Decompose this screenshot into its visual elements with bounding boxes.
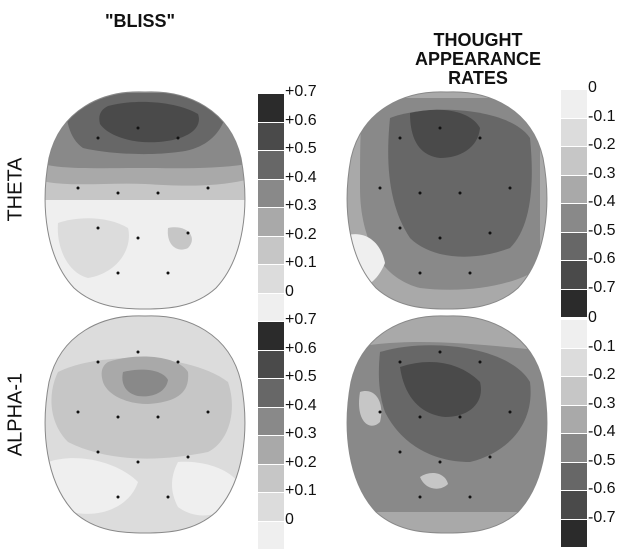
- scale-swatch: [561, 463, 587, 491]
- scale-swatch: [561, 434, 587, 462]
- scale-tick-label: -0.6: [588, 251, 616, 267]
- scale-tick-label: 0: [588, 80, 597, 96]
- header-thought-text: THOUGHT APPEARANCE RATES: [415, 30, 541, 88]
- scale-tick-label: +0.6: [285, 113, 317, 129]
- scale-tick-label: -0.2: [588, 367, 616, 383]
- scale-swatch: [561, 320, 587, 348]
- scale-tick-label: +0.1: [285, 255, 317, 271]
- scale-tick-label: -0.6: [588, 481, 616, 497]
- color-scale-bliss-alpha-1: +0.7 +0.6 +0.5 +0.4 +0.3 +0.2 +0.1 0: [258, 312, 348, 537]
- scale-swatch: [258, 522, 284, 549]
- brain-map-thought-alpha-1: [340, 312, 555, 534]
- scale-tick-label: +0.2: [285, 455, 317, 471]
- scale-swatch: [258, 237, 284, 265]
- header-bliss: "BLISS": [60, 12, 220, 31]
- scale-tick-label: 0: [285, 284, 294, 300]
- scale-swatch: [561, 204, 587, 232]
- scale-tick-label: -0.5: [588, 223, 616, 239]
- scale-tick-label: -0.5: [588, 453, 616, 469]
- scale-swatch: [561, 119, 587, 147]
- scale-swatch: [258, 94, 284, 122]
- brain-map-bliss-theta: [38, 88, 253, 310]
- row-label-theta: THETA: [5, 130, 28, 250]
- scale-swatch: [561, 147, 587, 175]
- scale-swatch: [258, 436, 284, 464]
- scale-swatch: [561, 233, 587, 261]
- scale-swatch: [258, 151, 284, 179]
- scale-tick-label: -0.3: [588, 166, 616, 182]
- color-scale-thought-alpha-1: 0 -0.1 -0.2 -0.3 -0.4 -0.5 -0.6 -0.7: [561, 310, 631, 538]
- scale-swatch: [561, 520, 587, 548]
- scale-swatch: [258, 123, 284, 151]
- scale-swatch: [258, 493, 284, 521]
- scale-tick-label: +0.3: [285, 426, 317, 442]
- scale-tick-label: 0: [588, 310, 597, 326]
- row-label-alpha-1-text: ALPHA-1: [5, 373, 27, 456]
- header-thought-appearance-rates: THOUGHT APPEARANCE RATES: [388, 12, 568, 88]
- scale-tick-label: +0.7: [285, 84, 317, 100]
- scale-swatch: [258, 322, 284, 350]
- scale-tick-label: +0.7: [285, 312, 317, 328]
- scale-swatch: [561, 349, 587, 377]
- color-scale-thought-theta: 0 -0.1 -0.2 -0.3 -0.4 -0.5 -0.6 -0.7: [561, 80, 631, 305]
- scale-swatch: [258, 408, 284, 436]
- scale-tick-label: -0.1: [588, 109, 616, 125]
- scale-swatch: [258, 465, 284, 493]
- scale-tick-label: +0.3: [285, 198, 317, 214]
- scale-tick-label: +0.5: [285, 369, 317, 385]
- scale-swatch: [258, 379, 284, 407]
- scale-tick-label: 0: [285, 512, 294, 528]
- scale-tick-label: -0.1: [588, 339, 616, 355]
- brain-map-bliss-alpha-1: [38, 312, 253, 534]
- scale-swatch: [258, 351, 284, 379]
- scale-tick-label: +0.4: [285, 398, 317, 414]
- scale-swatch: [561, 491, 587, 519]
- row-label-theta-text: THETA: [5, 157, 27, 221]
- scale-tick-label: -0.2: [588, 137, 616, 153]
- scale-tick-label: +0.5: [285, 141, 317, 157]
- scale-swatch: [258, 208, 284, 236]
- row-label-alpha-1: ALPHA-1: [5, 355, 28, 475]
- scale-tick-label: +0.4: [285, 170, 317, 186]
- scale-tick-label: -0.7: [588, 280, 616, 296]
- scale-tick-label: +0.1: [285, 483, 317, 499]
- scale-swatch: [561, 377, 587, 405]
- scale-swatch: [561, 261, 587, 289]
- scale-tick-label: -0.3: [588, 396, 616, 412]
- header-bliss-text: "BLISS": [105, 11, 175, 31]
- scale-tick-label: +0.6: [285, 341, 317, 357]
- scale-swatch: [258, 265, 284, 293]
- brain-map-thought-theta: [340, 88, 555, 310]
- scale-tick-label: -0.4: [588, 424, 616, 440]
- scale-tick-label: -0.4: [588, 194, 616, 210]
- scale-swatch: [561, 90, 587, 118]
- scale-swatch: [258, 180, 284, 208]
- scale-tick-label: +0.2: [285, 227, 317, 243]
- scale-tick-label: -0.7: [588, 510, 616, 526]
- scale-swatch: [561, 406, 587, 434]
- scale-swatch: [561, 176, 587, 204]
